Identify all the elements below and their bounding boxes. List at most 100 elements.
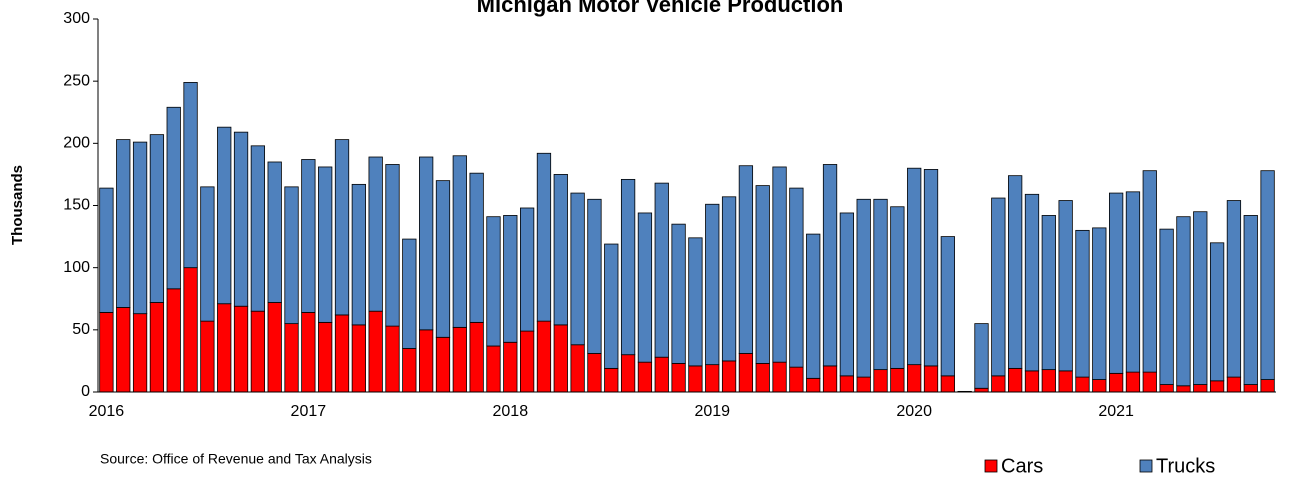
legend-label: Cars — [1001, 455, 1043, 477]
bar-segment — [839, 212, 855, 377]
bar-segment — [789, 187, 804, 368]
bar-segment — [587, 353, 602, 393]
bar-segment — [1142, 371, 1157, 393]
bar-segment — [1176, 385, 1191, 393]
bar-segment — [1125, 191, 1141, 373]
bar-segment — [822, 365, 838, 393]
bar-segment — [772, 361, 787, 393]
bar-segment — [116, 307, 131, 393]
bar-segment — [419, 329, 434, 393]
bar-segment — [519, 207, 535, 332]
bar-segment — [536, 152, 552, 322]
bar-segment — [570, 192, 585, 346]
bar-segment — [654, 356, 669, 393]
bar-segment — [116, 139, 131, 308]
chart-title: Michigan Motor Vehicle Production — [477, 0, 844, 17]
bar-segment — [402, 238, 417, 349]
y-tick-label: 0 — [81, 383, 90, 400]
bar-segment — [1209, 380, 1225, 393]
bar-segment — [721, 360, 737, 393]
bar-segment — [318, 166, 333, 323]
bar-segment — [755, 185, 770, 364]
bar-segment — [839, 375, 855, 393]
bar-segment — [1142, 170, 1157, 373]
bar-segment — [890, 367, 905, 393]
y-tick-label: 200 — [63, 135, 90, 152]
x-tick-label: 2021 — [1098, 403, 1134, 420]
x-tick-label: 2018 — [493, 403, 529, 420]
bar-segment — [1125, 371, 1141, 393]
bar-segment — [1041, 369, 1056, 393]
bar-segment — [250, 145, 266, 312]
y-tick-label: 300 — [63, 10, 90, 27]
bar-segment — [368, 310, 383, 393]
bar-segment — [806, 377, 821, 393]
bar-segment — [233, 131, 249, 307]
bar-segment — [907, 167, 922, 366]
bar-segment — [301, 312, 316, 393]
bar-segment — [1243, 215, 1258, 385]
bar-segment — [452, 155, 467, 328]
bar-segment — [503, 215, 518, 343]
source-note: Source: Office of Revenue and Tax Analys… — [100, 451, 372, 467]
bar-segment — [149, 302, 165, 393]
bar-segment — [705, 203, 720, 366]
bar-segment — [284, 323, 299, 393]
bar-segment — [486, 345, 501, 393]
y-tick-label: 150 — [63, 197, 90, 214]
bar-segment — [940, 236, 955, 377]
bar-segment — [284, 186, 299, 325]
bar-segment — [1075, 376, 1090, 393]
bar-segment — [570, 344, 585, 393]
bar-segment — [233, 305, 249, 393]
bar-segment — [721, 196, 737, 362]
bar-segment — [654, 182, 669, 358]
bar-segment — [637, 361, 653, 393]
bar-segment — [856, 198, 871, 378]
bar-segment — [217, 303, 232, 393]
bar-segment — [1008, 367, 1023, 393]
bar-segment — [991, 197, 1006, 377]
bar-segment — [1159, 384, 1174, 393]
bar-segment — [1159, 228, 1174, 385]
bar-segment — [1226, 376, 1242, 393]
bar-segment — [1226, 200, 1242, 378]
bar-segment — [536, 320, 552, 393]
bar-segment — [1243, 384, 1258, 393]
bar-segment — [334, 139, 350, 316]
bar-segment — [974, 387, 989, 393]
bar-segment — [435, 180, 451, 338]
x-tick-label: 2017 — [291, 403, 327, 420]
x-tick-label: 2019 — [694, 403, 730, 420]
bar-segment — [1193, 384, 1208, 393]
bar-segment — [991, 375, 1006, 393]
bar-segment — [620, 178, 636, 356]
bar-segment — [1260, 170, 1275, 380]
legend-swatch — [984, 459, 998, 473]
bar-segment — [1108, 192, 1124, 374]
bar-segment — [738, 353, 754, 393]
bar-segment — [1008, 175, 1023, 369]
bar-segment — [923, 169, 939, 367]
bar-segment — [806, 233, 821, 379]
bar-segment — [1176, 216, 1191, 387]
y-tick-label: 50 — [72, 321, 90, 338]
bar-segment — [688, 365, 703, 393]
bar-segment — [486, 216, 501, 347]
bar-segment — [99, 187, 114, 313]
bar-segment — [419, 156, 434, 331]
bar-segment — [1058, 200, 1073, 372]
bar-segment — [318, 321, 333, 393]
bar-segment — [267, 161, 282, 303]
bar-segment — [385, 325, 400, 393]
bar-segment — [1058, 370, 1073, 393]
bar-segment — [553, 174, 568, 326]
bar-segment — [553, 324, 568, 393]
bar-segment — [351, 324, 366, 393]
bar-segment — [738, 165, 754, 354]
bar-segment — [452, 326, 467, 393]
bar-segment — [688, 237, 703, 367]
bar-segment — [755, 363, 770, 393]
bar-segment — [368, 156, 383, 312]
